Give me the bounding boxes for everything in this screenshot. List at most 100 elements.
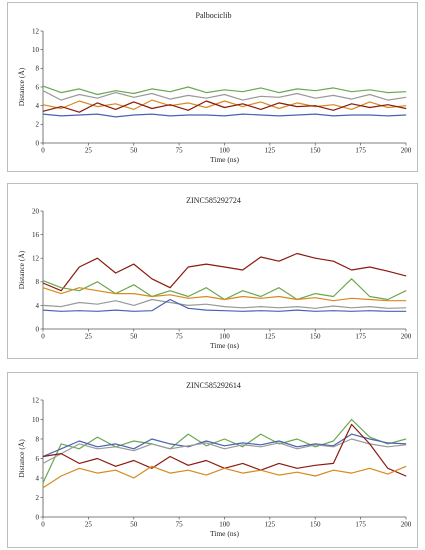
series-3 [42,298,407,309]
data-point [78,88,80,90]
data-point [42,309,44,311]
data-point [369,443,371,445]
data-point [405,443,407,445]
data-point [42,90,44,92]
data-point [242,99,244,101]
data-point [405,91,407,93]
data-point [205,92,207,93]
data-point [115,309,116,311]
data-point [351,423,352,425]
data-point [60,475,62,477]
x-tick-label: 150 [310,333,321,341]
data-point [333,445,334,447]
chart-title: ZINC585292614 [186,381,241,390]
data-point [205,287,207,289]
data-point [351,109,352,110]
data-point [278,296,280,297]
data-point [296,448,298,450]
data-point [278,102,280,104]
data-point [205,97,207,99]
data-point [42,456,44,457]
data-point [405,290,407,292]
data-point [369,299,371,300]
data-point [333,260,334,262]
data-point [351,103,352,105]
data-point [278,307,280,309]
data-point [314,475,316,477]
data-point [260,101,262,103]
data-point [314,90,316,92]
data-point [224,299,225,300]
data-point [97,472,98,474]
y-tick-label: 0 [36,139,40,147]
data-point [224,100,225,102]
y-tick-label: 4 [36,474,40,482]
data-point [314,443,316,445]
y-tick-label: 6 [36,455,40,463]
data-point [42,282,44,284]
x-tick-label: 200 [401,147,412,155]
x-tick-label: 100 [219,521,230,529]
data-point [369,89,371,91]
x-tick-label: 50 [130,147,138,155]
data-point [133,440,135,442]
data-point [369,94,371,95]
data-point [187,469,189,471]
chart-title: Palbociclib [196,11,232,20]
data-point [387,473,389,475]
data-point [387,107,389,108]
data-point [314,444,316,446]
data-point [278,108,280,109]
data-point [169,294,171,296]
data-point [351,419,352,420]
data-point [97,97,98,99]
data-point [97,281,98,283]
series-3 [42,100,407,113]
data-point [115,92,116,93]
data-point [115,272,116,274]
data-point [278,310,280,312]
data-point [60,106,62,107]
y-tick-label: 4 [36,102,40,110]
data-point [351,472,352,474]
data-point [278,96,280,98]
data-point [260,444,262,446]
data-point [351,278,352,280]
data-point [205,442,207,444]
data-point [369,296,371,297]
data-point [60,99,62,101]
data-point [242,472,244,474]
data-point [97,303,98,305]
data-point [278,440,280,442]
data-point [115,443,116,445]
data-point [405,108,407,109]
data-point [151,88,153,90]
data-point [42,482,44,484]
data-point [369,114,371,116]
data-point [78,462,80,464]
series-0 [42,85,407,96]
data-point [314,105,316,107]
data-point [314,464,316,466]
data-point [97,458,98,459]
data-point [115,109,116,110]
data-point [97,94,98,95]
data-point [296,471,298,473]
data-point [278,443,280,445]
data-point [151,113,153,115]
y-tick-label: 16 [32,231,40,239]
data-point [260,433,262,435]
data-point [296,299,298,300]
data-point [242,91,244,93]
data-point [169,104,171,106]
data-point [242,113,244,115]
data-point [387,115,389,117]
data-point [60,453,62,455]
data-point [133,450,135,452]
data-point [333,440,334,442]
data-point [187,307,189,309]
y-tick-label: 12 [32,27,40,35]
data-point [242,307,244,309]
data-point [151,108,153,109]
data-point [260,296,262,297]
